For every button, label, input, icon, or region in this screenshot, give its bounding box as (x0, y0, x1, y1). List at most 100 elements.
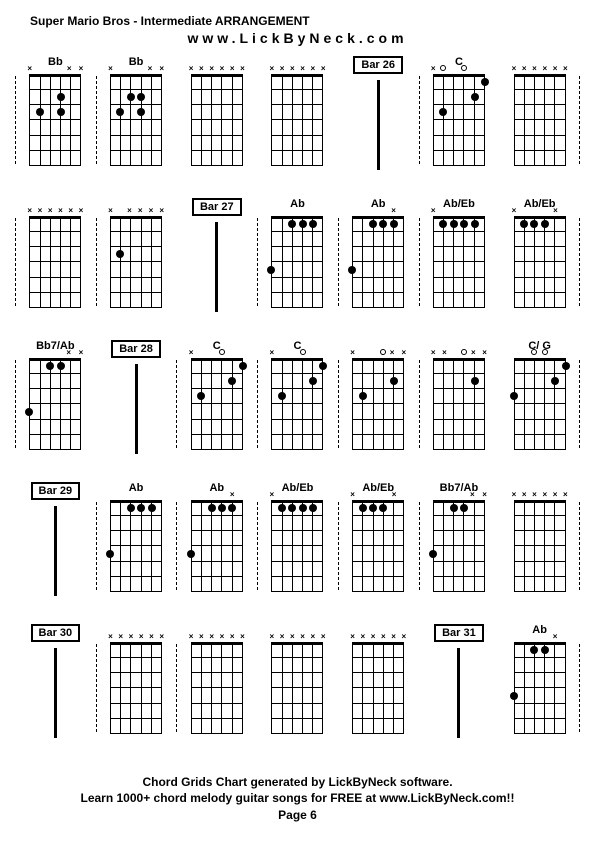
finger-dot (137, 108, 145, 116)
bar-line (377, 80, 380, 170)
string-marker: × (512, 206, 517, 215)
string-marker: × (269, 64, 274, 73)
string-marker: × (532, 490, 537, 499)
chord-cell: ×××××× (502, 56, 577, 180)
chord-diagram: × ×× (26, 74, 84, 166)
chord-cell: Ab/Eb× × (502, 198, 577, 322)
string-marker: × (159, 64, 164, 73)
string-marker: × (471, 348, 476, 357)
string-marker: × (230, 64, 235, 73)
string-marker (47, 348, 49, 357)
finger-dot (541, 220, 549, 228)
string-marker (543, 206, 545, 215)
string-marker: × (542, 490, 547, 499)
string-marker (532, 632, 534, 641)
finger-dot (481, 78, 489, 86)
string-marker (450, 490, 452, 499)
dashed-bar (15, 360, 16, 448)
string-marker: × (522, 64, 527, 73)
string-marker: × (311, 632, 316, 641)
string-marker (404, 490, 406, 499)
finger-dot (471, 220, 479, 228)
chord-cell: ×××××× (502, 482, 577, 606)
chord-cell: ×××××× (179, 56, 254, 180)
string-marker: × (431, 64, 436, 73)
finger-dot (369, 220, 377, 228)
finger-dot (510, 392, 518, 400)
chord-cell: C× (422, 56, 497, 180)
chord-cell: C/ G (502, 340, 577, 464)
string-marker (151, 490, 153, 499)
chord-cell: Ab × (502, 624, 577, 748)
finger-dot (309, 504, 317, 512)
string-marker (119, 206, 121, 215)
chord-diagram: ×××××× (188, 74, 246, 166)
string-marker: × (199, 632, 204, 641)
finger-dot (57, 362, 65, 370)
string-marker (444, 206, 446, 215)
string-marker: × (563, 64, 568, 73)
bar-label: Bar 31 (434, 624, 484, 642)
chord-grid: Bb× ××Bb× ×× ×××××× ××××××Bar 26C× ×××××… (0, 46, 595, 758)
string-marker: × (392, 490, 397, 499)
string-marker (119, 490, 121, 499)
dashed-bar (15, 76, 16, 164)
string-marker (565, 632, 567, 641)
string-marker (485, 206, 487, 215)
string-marker: × (199, 64, 204, 73)
finger-dot (429, 550, 437, 558)
finger-dot (309, 220, 317, 228)
finger-dot (541, 646, 549, 654)
string-marker (381, 206, 383, 215)
finger-dot (197, 392, 205, 400)
finger-dot (218, 504, 226, 512)
finger-dot (278, 392, 286, 400)
chord-diagram: ×× (26, 358, 84, 450)
dashed-bar (579, 76, 580, 164)
string-marker: × (391, 206, 396, 215)
string-marker (313, 490, 315, 499)
chord-diagram: ×××××× (26, 216, 84, 308)
string-marker: × (321, 64, 326, 73)
chord-diagram (107, 500, 165, 592)
dashed-bar (96, 502, 97, 590)
chord-diagram: ×× (430, 500, 488, 592)
finger-dot (228, 377, 236, 385)
string-marker: × (402, 632, 407, 641)
string-marker (129, 64, 131, 73)
finger-dot (239, 362, 247, 370)
finger-dot (319, 362, 327, 370)
string-marker: × (512, 64, 517, 73)
string-marker (460, 490, 462, 499)
finger-dot (439, 220, 447, 228)
string-marker (360, 206, 362, 215)
chord-cell: Bb× ×× (18, 56, 93, 180)
finger-dot (228, 504, 236, 512)
dashed-bar (257, 360, 258, 448)
chord-diagram: × (268, 500, 326, 592)
chord-cell: × ×× (341, 340, 416, 464)
chord-cell: ×××××× (341, 624, 416, 748)
string-marker: × (290, 632, 295, 641)
chord-cell: Ab/Eb× × (341, 482, 416, 606)
chord-cell: ×××××× (18, 198, 93, 322)
finger-dot (460, 504, 468, 512)
string-marker (512, 348, 514, 357)
string-marker (162, 490, 164, 499)
string-marker (57, 348, 59, 357)
string-marker (292, 490, 294, 499)
string-marker: × (127, 206, 132, 215)
finger-dot (551, 377, 559, 385)
dashed-bar (96, 218, 97, 306)
bar-line (54, 506, 57, 596)
dashed-bar (579, 360, 580, 448)
string-marker (555, 348, 557, 357)
string-marker: × (79, 64, 84, 73)
bar-label: Bar 27 (192, 198, 242, 216)
chord-diagram: ×× ×× (430, 358, 488, 450)
chord-cell: C× (260, 340, 335, 464)
string-marker: × (300, 632, 305, 641)
string-marker: × (553, 490, 558, 499)
finger-dot (369, 504, 377, 512)
chord-cell: Bb7/Ab ×× (18, 340, 93, 464)
